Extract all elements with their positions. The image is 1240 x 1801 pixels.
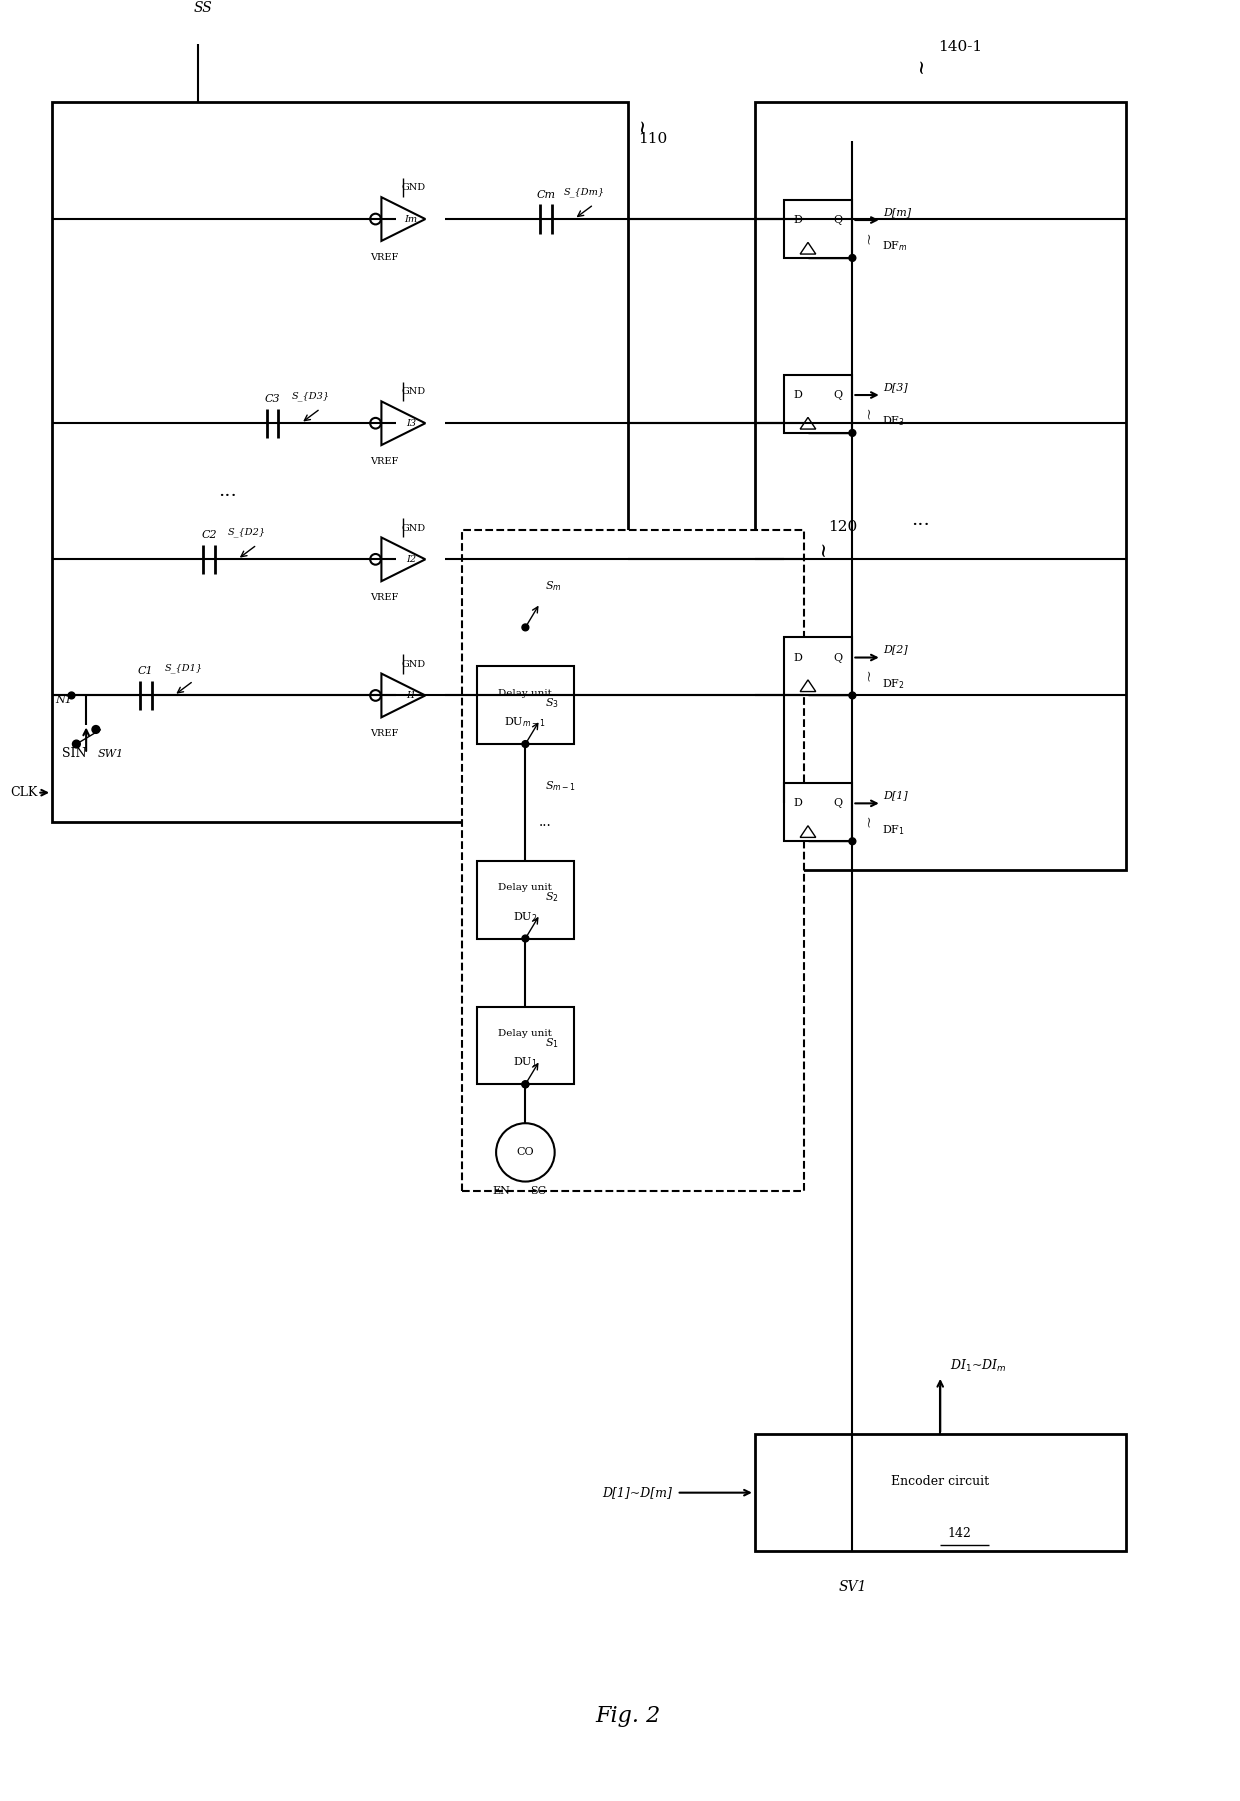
Bar — [52, 103, 627, 821]
Text: C3: C3 — [265, 394, 280, 403]
Text: S_{D1}: S_{D1} — [165, 663, 203, 674]
Text: DF$_1$: DF$_1$ — [882, 823, 905, 836]
Text: N1: N1 — [55, 695, 72, 706]
Text: SIN: SIN — [62, 747, 87, 760]
Text: Q: Q — [833, 798, 843, 809]
Text: Q: Q — [833, 391, 843, 400]
Text: S_{D3}: S_{D3} — [291, 391, 330, 402]
Text: SV1: SV1 — [838, 1579, 867, 1594]
Bar — [463, 529, 804, 1190]
Bar — [784, 783, 852, 841]
Text: Delay unit: Delay unit — [498, 690, 552, 699]
Text: ...: ... — [538, 814, 552, 828]
Circle shape — [522, 935, 528, 942]
Text: Cm: Cm — [537, 189, 556, 200]
Text: Encoder circuit: Encoder circuit — [892, 1475, 990, 1488]
Text: ...: ... — [911, 511, 930, 529]
Bar — [476, 861, 574, 938]
Text: Im: Im — [404, 214, 418, 223]
Text: VREF: VREF — [370, 252, 398, 261]
Text: 142: 142 — [947, 1527, 972, 1540]
Text: SS: SS — [193, 0, 212, 14]
Text: GND: GND — [401, 524, 425, 533]
Text: ~: ~ — [862, 231, 877, 243]
Circle shape — [522, 740, 528, 747]
Text: DF$_m$: DF$_m$ — [882, 240, 908, 254]
Text: S$_3$: S$_3$ — [544, 697, 559, 710]
Text: DU$_{m-1}$: DU$_{m-1}$ — [505, 715, 547, 729]
Circle shape — [522, 1081, 528, 1088]
Text: DU$_2$: DU$_2$ — [513, 910, 538, 924]
Text: Fig. 2: Fig. 2 — [595, 1706, 661, 1727]
Text: I1: I1 — [407, 692, 417, 701]
Text: D: D — [794, 798, 802, 809]
Text: ~: ~ — [862, 814, 877, 827]
Circle shape — [849, 254, 856, 261]
Text: D[1]: D[1] — [884, 791, 909, 800]
Circle shape — [849, 692, 856, 699]
Text: D[3]: D[3] — [884, 382, 909, 393]
Text: Q: Q — [833, 652, 843, 663]
Text: ~: ~ — [813, 540, 831, 557]
Text: SW1: SW1 — [98, 749, 124, 758]
Text: VREF: VREF — [370, 593, 398, 602]
Text: S$_m$: S$_m$ — [544, 580, 562, 593]
Text: SC: SC — [531, 1187, 547, 1196]
Text: CO: CO — [517, 1147, 534, 1158]
Text: VREF: VREF — [370, 457, 398, 466]
Text: GND: GND — [401, 659, 425, 668]
Text: D: D — [794, 391, 802, 400]
Text: D[2]: D[2] — [884, 645, 909, 654]
Text: S_{D2}: S_{D2} — [228, 528, 267, 537]
Bar — [755, 1434, 1126, 1551]
Text: DF$_2$: DF$_2$ — [882, 677, 904, 690]
Text: C1: C1 — [138, 666, 154, 675]
Text: S_{Dm}: S_{Dm} — [563, 187, 605, 196]
Circle shape — [849, 430, 856, 436]
Text: DF$_3$: DF$_3$ — [882, 414, 905, 429]
Circle shape — [522, 623, 528, 630]
Text: D: D — [794, 652, 802, 663]
Text: ~: ~ — [632, 117, 651, 133]
Bar — [476, 666, 574, 744]
Text: ~: ~ — [911, 58, 930, 74]
Bar — [784, 638, 852, 695]
Text: D[1]~D[m]: D[1]~D[m] — [601, 1486, 672, 1498]
Bar — [755, 103, 1126, 870]
Text: C2: C2 — [201, 529, 217, 540]
Text: S$_1$: S$_1$ — [544, 1037, 559, 1050]
Circle shape — [522, 1081, 528, 1088]
Text: CLK: CLK — [10, 787, 37, 800]
Text: Delay unit: Delay unit — [498, 884, 552, 893]
Text: I3: I3 — [407, 418, 417, 427]
Text: S$_2$: S$_2$ — [544, 891, 559, 904]
Text: GND: GND — [401, 387, 425, 396]
Text: 110: 110 — [637, 131, 667, 146]
Circle shape — [72, 740, 81, 747]
Bar — [784, 200, 852, 258]
Text: D: D — [794, 214, 802, 225]
Text: EN: EN — [492, 1187, 511, 1196]
Text: VREF: VREF — [370, 729, 398, 738]
Circle shape — [68, 692, 74, 699]
Circle shape — [92, 726, 99, 733]
Text: D[m]: D[m] — [884, 207, 911, 218]
Text: GND: GND — [401, 184, 425, 193]
Circle shape — [849, 837, 856, 845]
Text: I2: I2 — [407, 555, 417, 564]
Text: 140-1: 140-1 — [937, 40, 982, 54]
Bar — [784, 375, 852, 432]
Text: ...: ... — [218, 483, 237, 501]
Text: Q: Q — [833, 214, 843, 225]
Text: DU$_1$: DU$_1$ — [513, 1055, 538, 1070]
Text: ~: ~ — [862, 668, 877, 681]
Text: ~: ~ — [862, 407, 877, 420]
Text: 120: 120 — [828, 520, 857, 535]
Bar — [476, 1007, 574, 1084]
Text: DI$_1$~DI$_m$: DI$_1$~DI$_m$ — [950, 1358, 1007, 1374]
Text: S$_{m-1}$: S$_{m-1}$ — [544, 778, 577, 792]
Text: Delay unit: Delay unit — [498, 1030, 552, 1039]
